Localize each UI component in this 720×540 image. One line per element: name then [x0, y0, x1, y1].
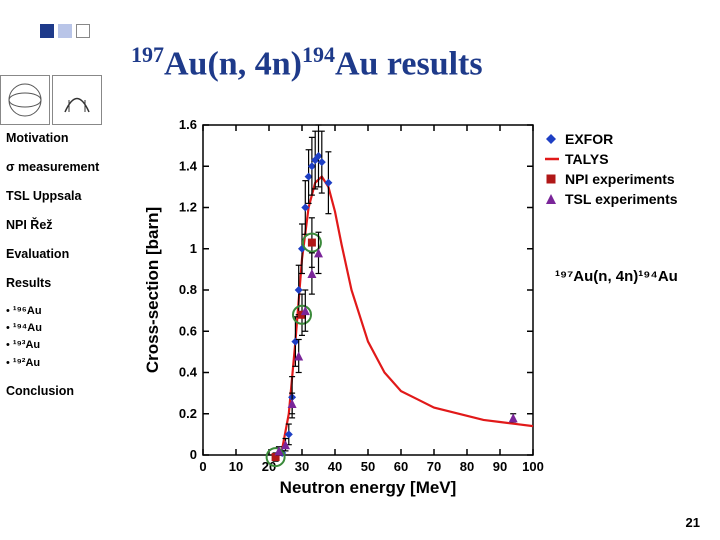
svg-text:30: 30 — [295, 459, 309, 474]
nav-npi[interactable]: NPI Řež — [6, 218, 119, 233]
svg-text:0: 0 — [190, 447, 197, 462]
header-decor — [0, 0, 123, 71]
svg-text:80: 80 — [460, 459, 474, 474]
nav-evaluation[interactable]: Evaluation — [6, 247, 119, 262]
svg-text:0.8: 0.8 — [179, 282, 197, 297]
svg-text:1.6: 1.6 — [179, 117, 197, 132]
svg-text:1.2: 1.2 — [179, 200, 197, 215]
svg-text:50: 50 — [361, 459, 375, 474]
nav-results[interactable]: Results — [6, 276, 119, 291]
page-number: 21 — [686, 515, 700, 530]
sidebar: Motivation σ measurement TSL Uppsala NPI… — [0, 115, 123, 419]
svg-text:TSL experiments: TSL experiments — [565, 191, 678, 207]
page-title: 197Au(n, 4n)194Au results — [123, 32, 483, 83]
svg-text:Cross-section [barn]: Cross-section [barn] — [143, 207, 162, 373]
svg-text:60: 60 — [394, 459, 408, 474]
svg-text:0.6: 0.6 — [179, 323, 197, 338]
nav-sigma[interactable]: σ measurement — [6, 160, 119, 175]
svg-text:0: 0 — [199, 459, 206, 474]
svg-text:¹⁹⁷Au(n, 4n)¹⁹⁴Au: ¹⁹⁷Au(n, 4n)¹⁹⁴Au — [555, 268, 678, 285]
nav-au192[interactable]: • ¹⁹²Au — [6, 357, 119, 370]
svg-text:100: 100 — [522, 459, 544, 474]
cross-section-chart: 010203040506070809010000.20.40.60.811.21… — [123, 115, 720, 510]
nav-au193[interactable]: • ¹⁹³Au — [6, 339, 119, 352]
svg-text:0.2: 0.2 — [179, 406, 197, 421]
svg-text:1: 1 — [190, 241, 197, 256]
svg-text:40: 40 — [328, 459, 342, 474]
decor-sq — [76, 24, 90, 38]
svg-text:90: 90 — [493, 459, 507, 474]
nav-au196[interactable]: • ¹⁹⁶Au — [6, 305, 119, 318]
svg-text:TALYS: TALYS — [565, 151, 609, 167]
svg-text:EXFOR: EXFOR — [565, 131, 613, 147]
nav-au194[interactable]: • ¹⁹⁴Au — [6, 322, 119, 335]
nav-motivation[interactable]: Motivation — [6, 131, 119, 146]
svg-text:0.4: 0.4 — [179, 365, 198, 380]
svg-text:70: 70 — [427, 459, 441, 474]
svg-text:10: 10 — [229, 459, 243, 474]
decor-sq — [58, 24, 72, 38]
nav-tsl[interactable]: TSL Uppsala — [6, 189, 119, 204]
svg-text:NPI experiments: NPI experiments — [565, 171, 675, 187]
svg-text:Neutron energy [MeV]: Neutron energy [MeV] — [280, 478, 457, 497]
nav-conclusion[interactable]: Conclusion — [6, 384, 119, 399]
decor-sq — [40, 24, 54, 38]
svg-text:1.4: 1.4 — [179, 158, 198, 173]
